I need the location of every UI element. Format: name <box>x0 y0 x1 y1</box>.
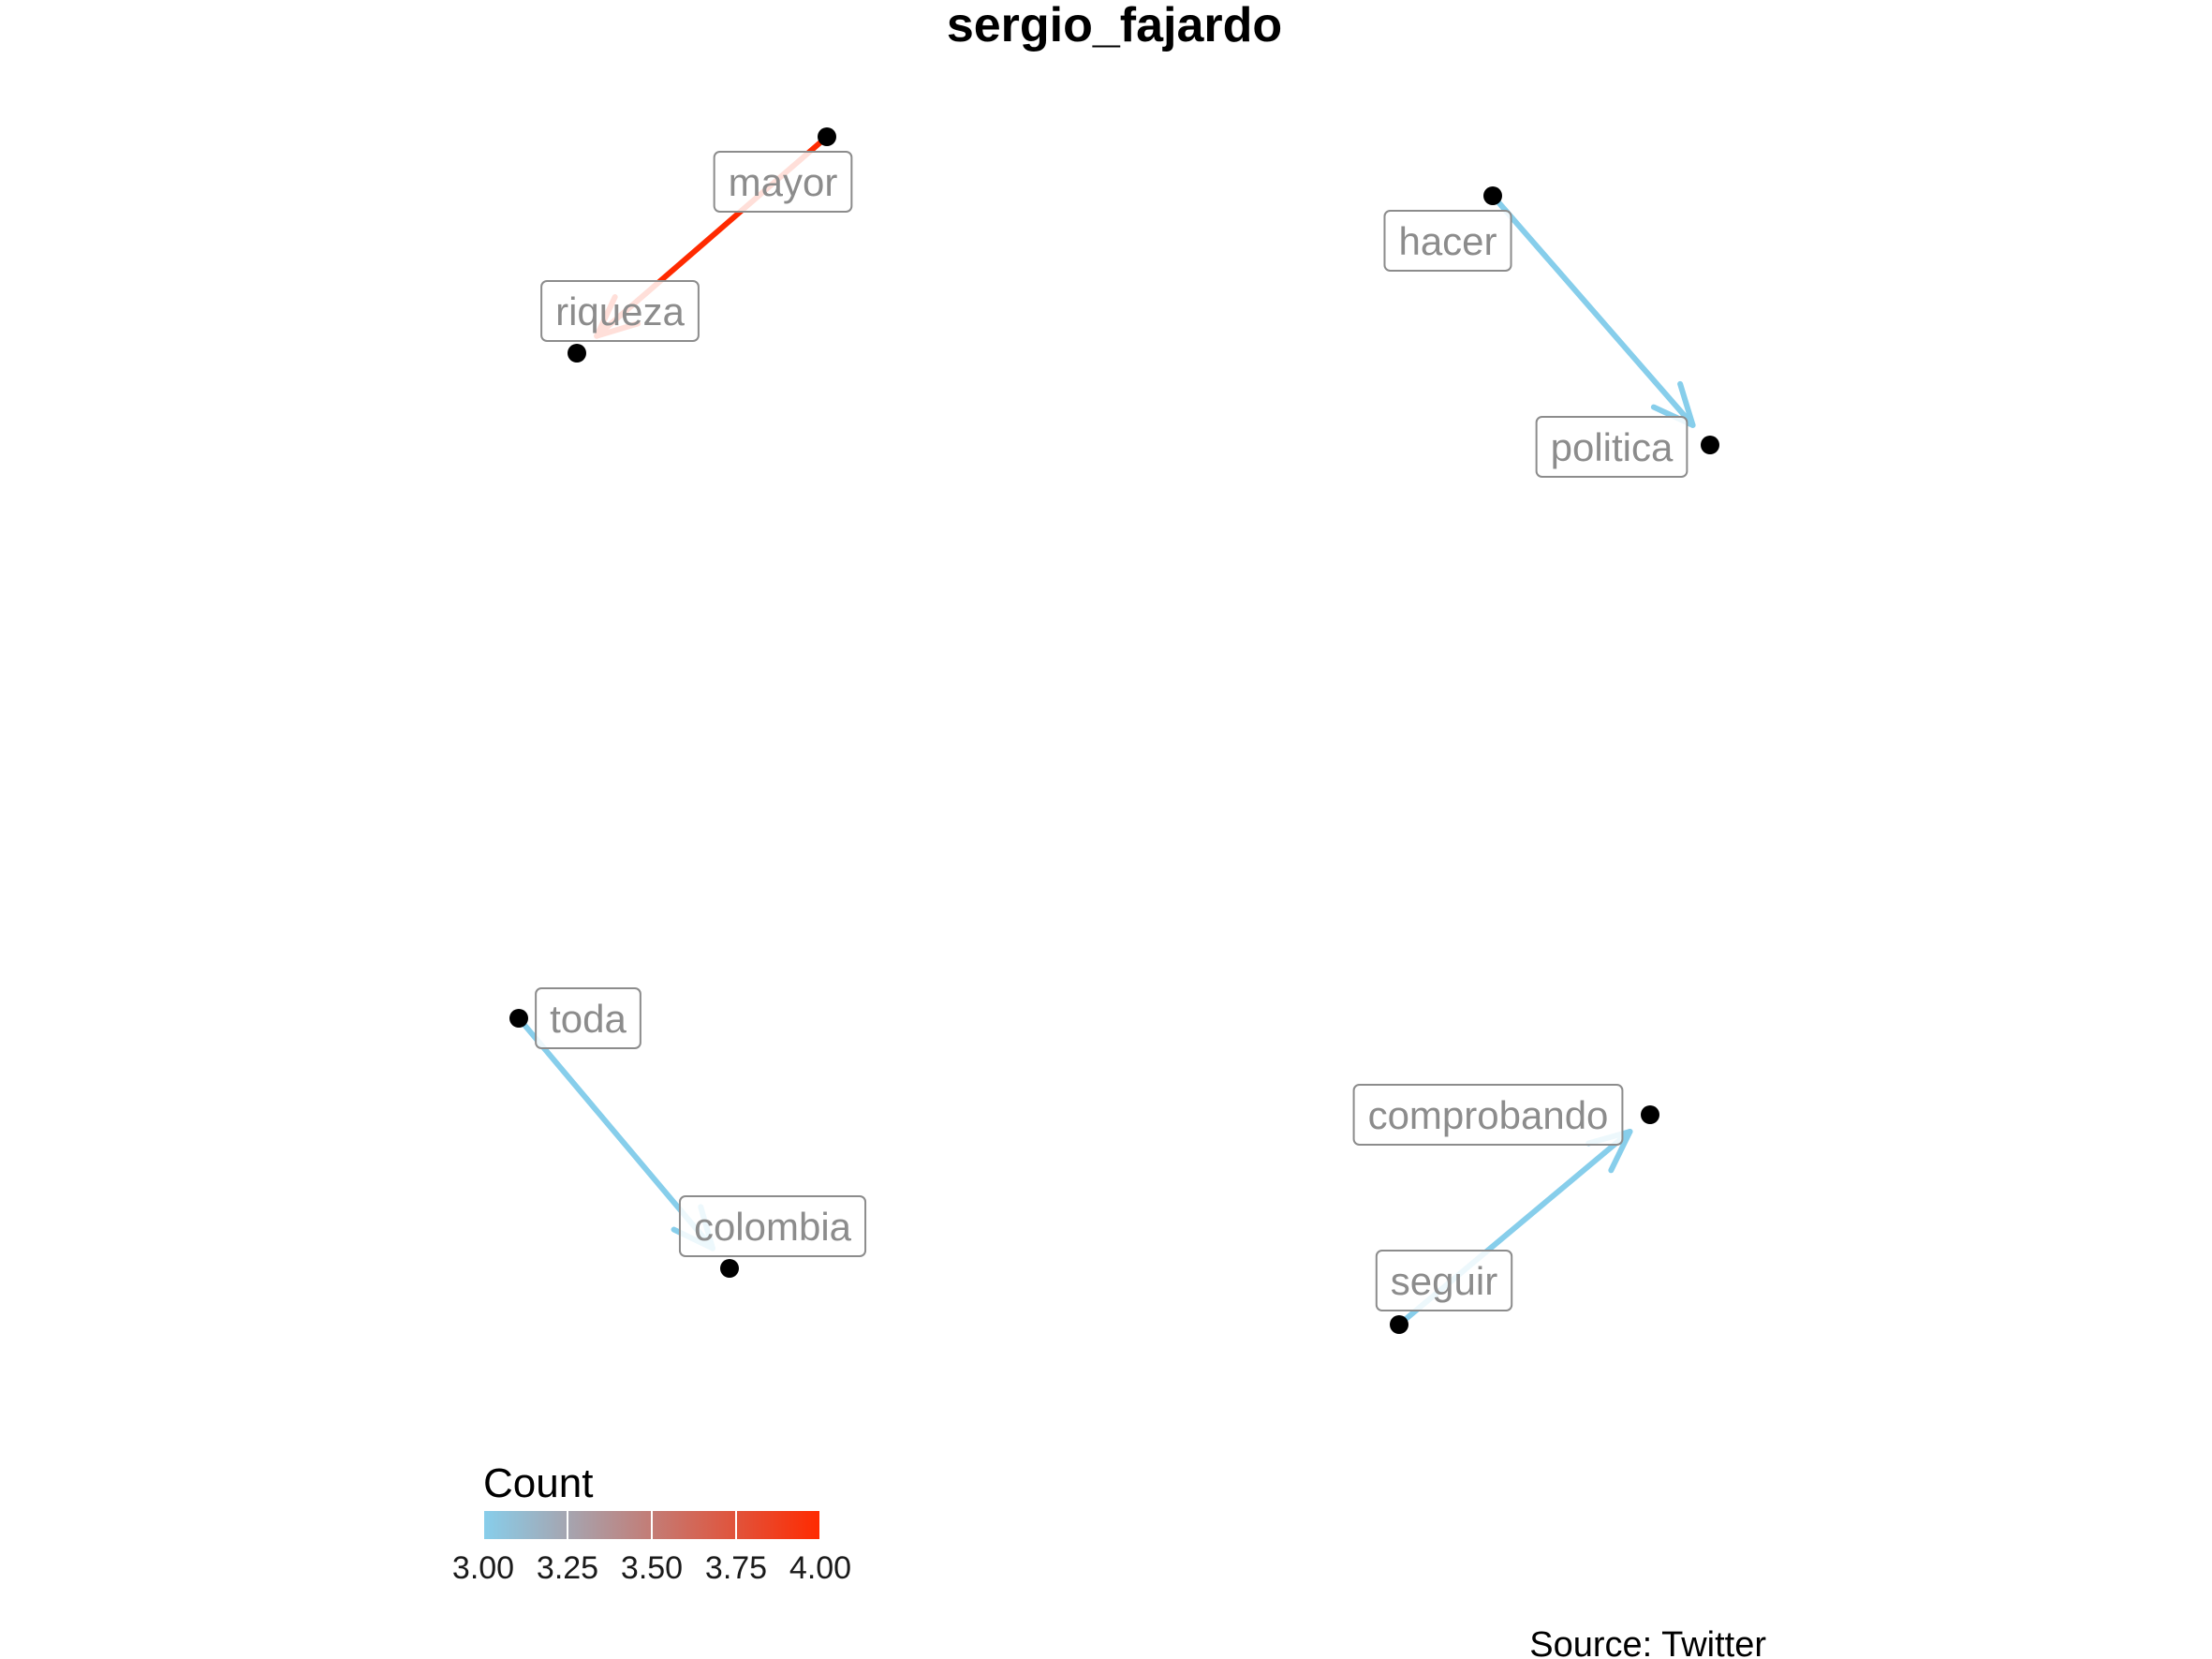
node-label-seguir: seguir <box>1375 1250 1513 1311</box>
node-seguir <box>1390 1315 1408 1334</box>
node-label-box <box>1375 1250 1513 1311</box>
node-toda <box>509 1009 528 1028</box>
node-label-box <box>713 151 853 213</box>
node-label-box <box>678 1195 867 1257</box>
node-label-box <box>1383 210 1512 272</box>
node-riqueza <box>568 344 586 363</box>
node-label-text: mayor <box>729 160 838 204</box>
legend-tick-label: 3.75 <box>705 1550 767 1586</box>
legend-title: Count <box>483 1460 593 1506</box>
node-label-politica: politica <box>1535 416 1688 478</box>
node-label-text: hacer <box>1398 219 1497 263</box>
legend-ticks: 3.00 3.25 3.50 3.75 4.00 <box>452 1511 851 1586</box>
edge-arrowhead <box>1650 380 1696 428</box>
node-label-text: toda <box>550 997 627 1041</box>
node-label-hacer: hacer <box>1383 210 1512 272</box>
node-hacer <box>1483 186 1502 205</box>
node-label-mayor: mayor <box>713 151 853 213</box>
legend-tick-label: 3.50 <box>621 1550 683 1586</box>
legend-tick-label: 3.00 <box>452 1550 514 1586</box>
node-label-text: politica <box>1551 425 1674 469</box>
node-mayor <box>818 127 836 146</box>
node-politica <box>1701 436 1719 454</box>
node-label-text: seguir <box>1391 1259 1497 1303</box>
node-label-text: colombia <box>694 1205 852 1249</box>
node-label-box <box>1535 416 1688 478</box>
legend: Count 3.00 3.25 3.50 3.75 4.00 <box>452 1460 851 1586</box>
node-label-text: comprobando <box>1368 1093 1609 1137</box>
edge-hacer-politica <box>1490 193 1696 428</box>
node-label-box <box>540 280 700 342</box>
chart-title: sergio_fajardo <box>947 0 1282 52</box>
labels-layer: mayor riqueza hacer politica toda colombia seg… <box>535 151 1688 1311</box>
legend-tick-label: 4.00 <box>789 1550 851 1586</box>
node-label-comprobando: comprobando <box>1352 1084 1624 1146</box>
edge-line <box>1490 193 1696 428</box>
node-label-toda: toda <box>535 987 641 1049</box>
node-label-riqueza: riqueza <box>540 280 700 342</box>
node-label-box <box>535 987 641 1049</box>
legend-tick-label: 3.25 <box>537 1550 598 1586</box>
nodes-layer <box>509 127 1719 1334</box>
node-label-colombia: colombia <box>678 1195 867 1257</box>
node-comprobando <box>1641 1105 1659 1124</box>
node-colombia <box>720 1259 739 1278</box>
node-label-box <box>1352 1084 1624 1146</box>
caption: Source: Twitter <box>1529 1625 1766 1659</box>
node-label-text: riqueza <box>555 289 685 333</box>
